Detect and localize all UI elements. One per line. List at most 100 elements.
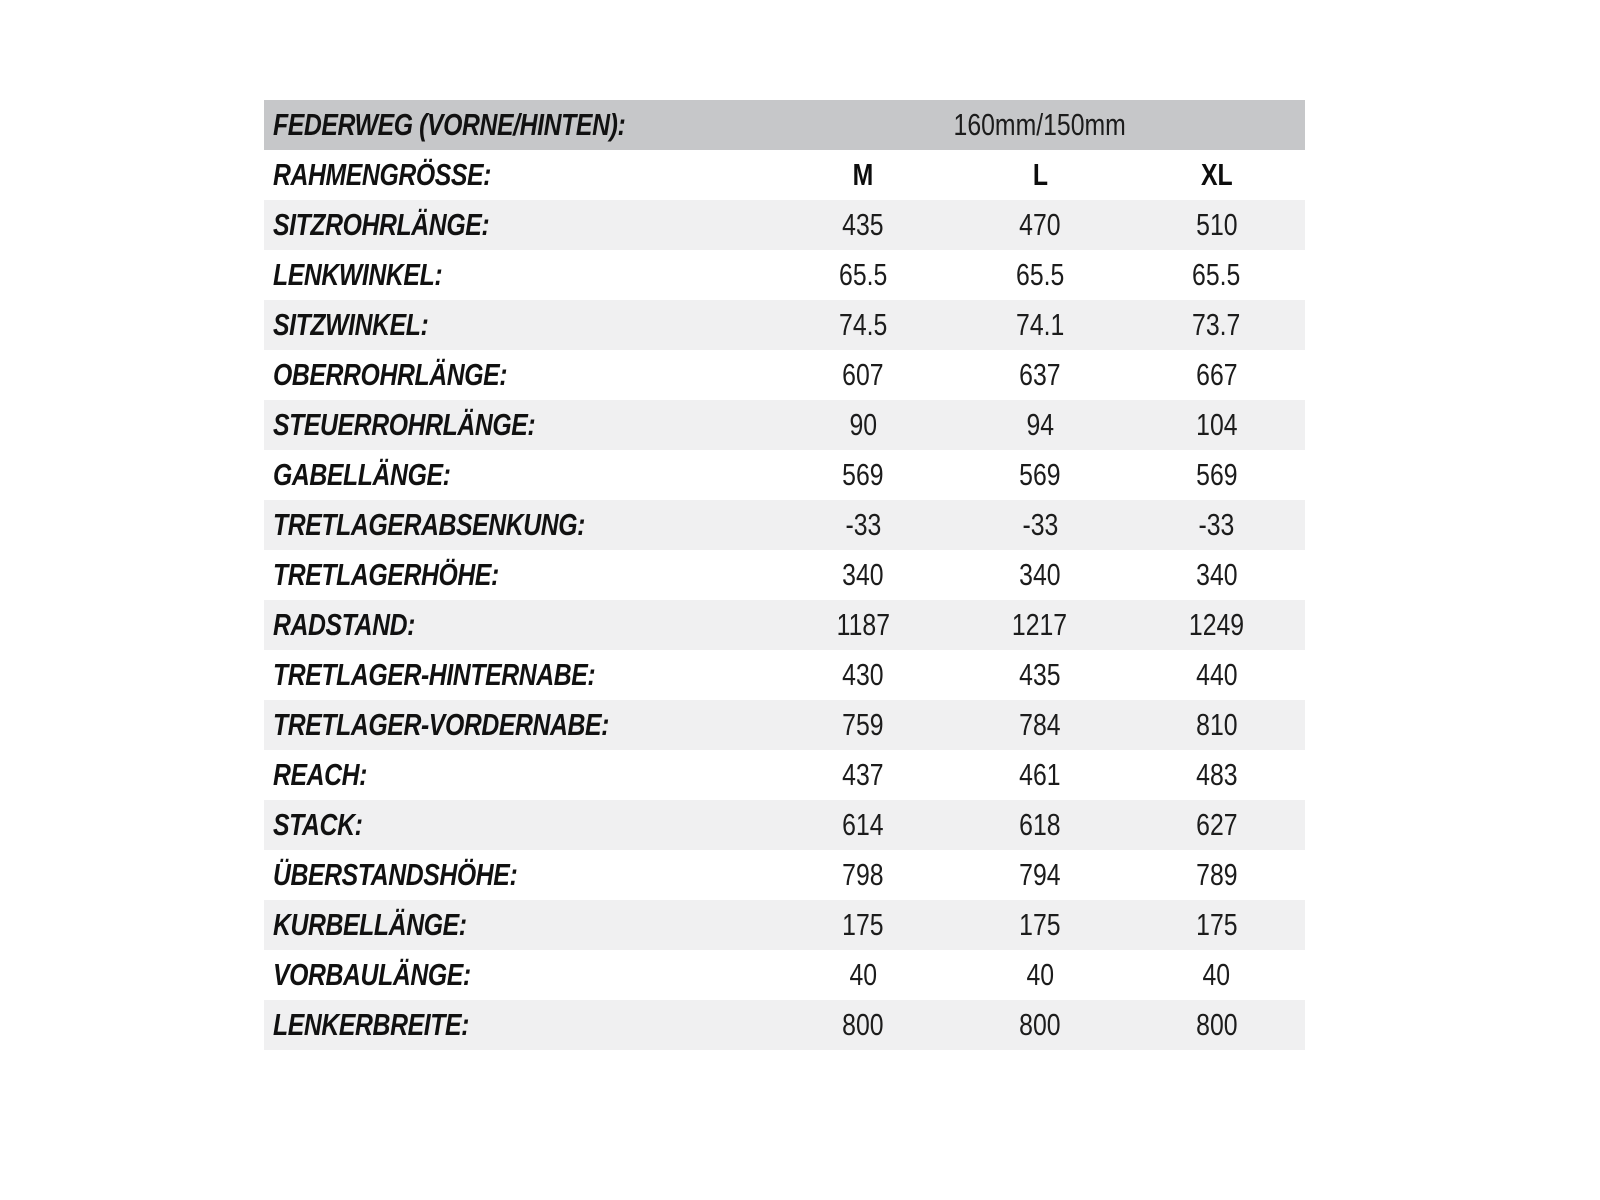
row-value-m: 569 bbox=[842, 457, 884, 492]
row-value-m: 759 bbox=[842, 707, 884, 742]
row-value-m: 430 bbox=[842, 657, 884, 692]
row-value-l: 637 bbox=[1019, 357, 1061, 392]
row-value-xl: 104 bbox=[1195, 407, 1238, 442]
row-label-cell: REACH: bbox=[264, 757, 775, 793]
row-value-m: 435 bbox=[842, 207, 884, 242]
row-value-l: 175 bbox=[1019, 907, 1061, 942]
size-col-m: M bbox=[775, 157, 952, 193]
row-label-cell: SITZROHRLÄNGE: bbox=[264, 207, 775, 243]
row-value-m: 175 bbox=[842, 907, 884, 942]
row-value-l: 94 bbox=[1026, 407, 1054, 442]
table-row: SITZWINKEL: 74.5 74.1 73.7 bbox=[264, 300, 1305, 350]
row-value-l: 794 bbox=[1019, 857, 1061, 892]
table-row: KURBELLÄNGE: 175 175 175 bbox=[264, 900, 1305, 950]
row-label-cell: KURBELLÄNGE: bbox=[264, 907, 775, 943]
row-value-m: 74.5 bbox=[839, 307, 888, 342]
row-value-xl: 483 bbox=[1195, 757, 1238, 792]
size-l: L bbox=[1032, 157, 1048, 192]
size-xl: XL bbox=[1200, 157, 1233, 192]
table-row: LENKWINKEL: 65.5 65.5 65.5 bbox=[264, 250, 1305, 300]
row-label: GABELLÄNGE: bbox=[273, 457, 451, 492]
row-value-xl: 65.5 bbox=[1192, 257, 1241, 292]
table-row: RADSTAND: 1187 1217 1249 bbox=[264, 600, 1305, 650]
row-label: OBERROHRLÄNGE: bbox=[273, 357, 508, 392]
row-value-l: -33 bbox=[1022, 507, 1058, 542]
row-value-m: 437 bbox=[842, 757, 884, 792]
row-value-l: 1217 bbox=[1012, 607, 1068, 642]
row-label-cell: STACK: bbox=[264, 807, 775, 843]
row-label: VORBAULÄNGE: bbox=[273, 957, 471, 992]
table-row: STACK: 614 618 627 bbox=[264, 800, 1305, 850]
table-row: ÜBERSTANDSHÖHE: 798 794 789 bbox=[264, 850, 1305, 900]
row-label: RADSTAND: bbox=[273, 607, 415, 642]
row-label: LENKERBREITE: bbox=[273, 1007, 469, 1042]
row-value-xl: 800 bbox=[1195, 1007, 1238, 1042]
row-label: TRETLAGER-VORDERNABE: bbox=[273, 707, 610, 742]
row-value-l: 618 bbox=[1019, 807, 1061, 842]
row-value-m: 800 bbox=[842, 1007, 884, 1042]
row-value-xl: 1249 bbox=[1189, 607, 1245, 642]
size-row: RAHMENGRÖSSE: M L XL bbox=[264, 150, 1305, 200]
travel-label-cell: FEDERWEG (VORNE/HINTEN): bbox=[264, 107, 775, 143]
row-value-l: 569 bbox=[1019, 457, 1061, 492]
row-value-l: 461 bbox=[1019, 757, 1061, 792]
row-label-cell: OBERROHRLÄNGE: bbox=[264, 357, 775, 393]
row-value-xl: 340 bbox=[1195, 557, 1238, 592]
row-value-l: 435 bbox=[1019, 657, 1061, 692]
row-value-m: 40 bbox=[849, 957, 878, 992]
row-label: TRETLAGERHÖHE: bbox=[273, 557, 499, 592]
table-row: TRETLAGERABSENKUNG: -33 -33 -33 bbox=[264, 500, 1305, 550]
row-value-l: 800 bbox=[1019, 1007, 1061, 1042]
row-label-cell: SITZWINKEL: bbox=[264, 307, 775, 343]
table-row: STEUERROHRLÄNGE: 90 94 104 bbox=[264, 400, 1305, 450]
table-row: TRETLAGER-VORDERNABE: 759 784 810 bbox=[264, 700, 1305, 750]
row-label: TRETLAGER-HINTERNABE: bbox=[273, 657, 596, 692]
row-value-xl: 667 bbox=[1195, 357, 1238, 392]
size-label-cell: RAHMENGRÖSSE: bbox=[264, 157, 775, 193]
row-value-l: 40 bbox=[1026, 957, 1054, 992]
table-row: SITZROHRLÄNGE: 435 470 510 bbox=[264, 200, 1305, 250]
size-label: RAHMENGRÖSSE: bbox=[273, 157, 492, 192]
row-label-cell: TRETLAGER-VORDERNABE: bbox=[264, 707, 775, 743]
row-value-m: 607 bbox=[842, 357, 884, 392]
row-value-l: 470 bbox=[1019, 207, 1061, 242]
geometry-spec-table: FEDERWEG (VORNE/HINTEN): 160mm/150mm RAH… bbox=[264, 100, 1305, 1050]
row-value-m: 1187 bbox=[836, 607, 890, 642]
row-label: STACK: bbox=[273, 807, 363, 842]
row-label: STEUERROHRLÄNGE: bbox=[273, 407, 536, 442]
size-m: M bbox=[852, 157, 874, 192]
size-col-l: L bbox=[952, 157, 1129, 193]
row-value-l: 340 bbox=[1019, 557, 1061, 592]
row-label-cell: ÜBERSTANDSHÖHE: bbox=[264, 857, 775, 893]
row-value-xl: 40 bbox=[1202, 957, 1231, 992]
row-label: KURBELLÄNGE: bbox=[273, 907, 467, 942]
table-row: VORBAULÄNGE: 40 40 40 bbox=[264, 950, 1305, 1000]
row-value-l: 784 bbox=[1019, 707, 1061, 742]
row-value-xl: 73.7 bbox=[1192, 307, 1241, 342]
row-label-cell: RADSTAND: bbox=[264, 607, 775, 643]
row-label-cell: GABELLÄNGE: bbox=[264, 457, 775, 493]
travel-label: FEDERWEG (VORNE/HINTEN): bbox=[273, 107, 626, 142]
travel-row: FEDERWEG (VORNE/HINTEN): 160mm/150mm bbox=[264, 100, 1305, 150]
data-rows: SITZROHRLÄNGE: 435 470 510 LENKWINKEL: 6… bbox=[264, 200, 1305, 1050]
row-value-xl: -33 bbox=[1198, 507, 1235, 542]
row-label: ÜBERSTANDSHÖHE: bbox=[273, 857, 518, 892]
row-value-xl: 175 bbox=[1195, 907, 1238, 942]
row-value-xl: 810 bbox=[1195, 707, 1238, 742]
table-row: LENKERBREITE: 800 800 800 bbox=[264, 1000, 1305, 1050]
row-value-m: 90 bbox=[849, 407, 878, 442]
row-label: REACH: bbox=[273, 757, 368, 792]
table-row: TRETLAGERHÖHE: 340 340 340 bbox=[264, 550, 1305, 600]
table-row: REACH: 437 461 483 bbox=[264, 750, 1305, 800]
travel-value: 160mm/150mm bbox=[953, 107, 1127, 142]
row-label-cell: TRETLAGERABSENKUNG: bbox=[264, 507, 775, 543]
row-value-xl: 789 bbox=[1195, 857, 1238, 892]
row-value-m: 65.5 bbox=[839, 257, 888, 292]
row-value-l: 65.5 bbox=[1015, 257, 1065, 292]
row-value-xl: 510 bbox=[1195, 207, 1238, 242]
row-value-xl: 440 bbox=[1195, 657, 1238, 692]
row-label-cell: VORBAULÄNGE: bbox=[264, 957, 775, 993]
travel-value-cell: 160mm/150mm bbox=[775, 107, 1305, 143]
table-row: GABELLÄNGE: 569 569 569 bbox=[264, 450, 1305, 500]
